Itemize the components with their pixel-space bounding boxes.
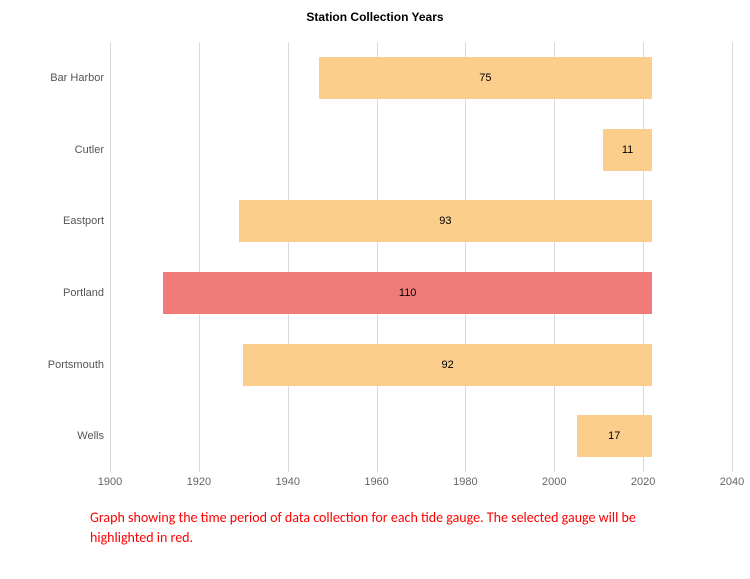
x-gridline — [732, 42, 733, 472]
y-tick-label: Bar Harbor — [4, 72, 104, 84]
bar-value-label: 17 — [577, 430, 653, 442]
x-gridline — [465, 42, 466, 472]
x-gridline — [288, 42, 289, 472]
bar: 92 — [243, 344, 652, 386]
bar-value-label: 11 — [603, 144, 652, 156]
bar: 93 — [239, 200, 652, 242]
chart-container: Station Collection Years 75 11 93 110 92 17 G… — [0, 0, 750, 579]
x-tick-label: 1980 — [453, 476, 477, 488]
y-tick-label: Portsmouth — [4, 359, 104, 371]
y-tick-label: Wells — [4, 430, 104, 442]
x-tick-label: 1900 — [98, 476, 122, 488]
chart-title: Station Collection Years — [0, 10, 750, 24]
x-tick-label: 2040 — [720, 476, 744, 488]
bar-highlighted: 110 — [163, 272, 652, 314]
x-gridline — [377, 42, 378, 472]
y-tick-label: Cutler — [4, 144, 104, 156]
plot-area: 75 11 93 110 92 17 — [110, 42, 732, 472]
x-gridline — [554, 42, 555, 472]
bar: 11 — [603, 129, 652, 171]
x-gridline — [643, 42, 644, 472]
x-tick-label: 1940 — [275, 476, 299, 488]
bar: 17 — [577, 415, 653, 457]
y-tick-label: Eastport — [4, 215, 104, 227]
x-tick-label: 2000 — [542, 476, 566, 488]
x-tick-label: 1960 — [364, 476, 388, 488]
bar-value-label: 75 — [319, 72, 652, 84]
x-gridline — [199, 42, 200, 472]
y-tick-label: Portland — [4, 287, 104, 299]
x-tick-label: 2020 — [631, 476, 655, 488]
chart-caption: Graph showing the time period of data co… — [90, 508, 660, 547]
bar-value-label: 93 — [239, 215, 652, 227]
bar-value-label: 92 — [243, 359, 652, 371]
x-gridline — [110, 42, 111, 472]
bar: 75 — [319, 57, 652, 99]
bar-value-label: 110 — [163, 287, 652, 299]
x-tick-label: 1920 — [187, 476, 211, 488]
